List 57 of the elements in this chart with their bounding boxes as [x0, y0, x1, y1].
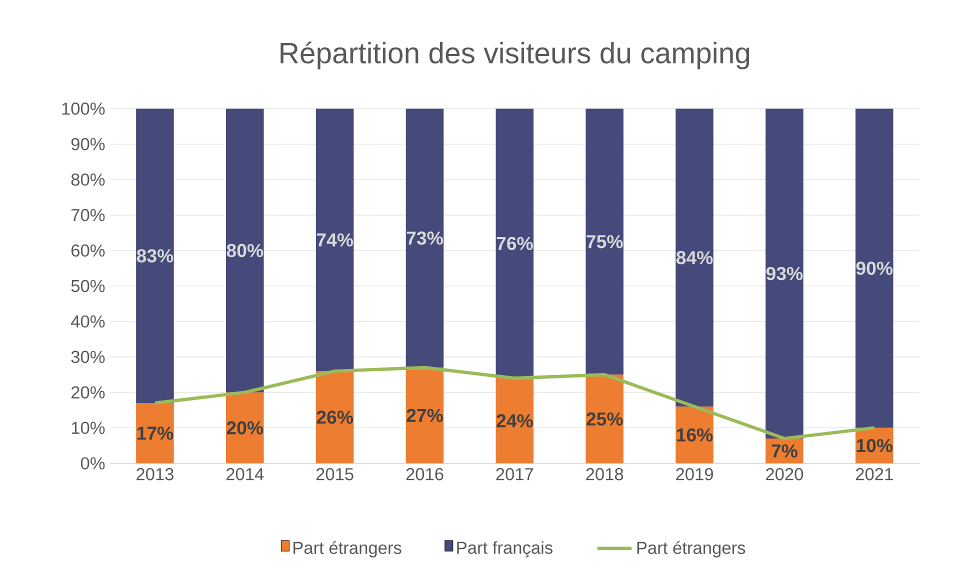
data-label: 24%	[496, 414, 533, 428]
legend-label: Part étrangers	[637, 541, 746, 558]
x-tick-label: 2019	[676, 468, 713, 480]
bar	[586, 108, 624, 375]
legend-label: Part étrangers	[294, 541, 402, 558]
y-tick-label: 50%	[71, 280, 105, 292]
x-tick-label: 2020	[766, 468, 804, 480]
data-label: 83%	[136, 249, 174, 262]
y-tick-label: 70%	[71, 208, 105, 222]
bar	[226, 108, 264, 392]
bar	[316, 371, 354, 464]
bar	[855, 108, 894, 428]
data-label: 20%	[226, 421, 264, 434]
bar	[586, 374, 624, 464]
bar	[316, 108, 354, 372]
x-tick-label: 2014	[226, 468, 264, 480]
x-tick-label: 2021	[856, 468, 893, 480]
x-tick-label: 2016	[406, 468, 444, 480]
y-tick-label: 20%	[71, 386, 105, 399]
y-tick-label: 0%	[80, 457, 105, 470]
x-tick-label: 2013	[136, 468, 174, 480]
bar	[136, 108, 174, 404]
bar	[226, 392, 264, 464]
data-label: 17%	[137, 426, 174, 440]
bar	[496, 378, 534, 464]
y-tick-label: 100%	[62, 102, 105, 115]
data-label: 75%	[586, 235, 623, 248]
data-label: 73%	[406, 231, 443, 245]
bar	[676, 108, 714, 407]
bar	[406, 368, 444, 464]
y-tick-label: 40%	[70, 315, 105, 328]
data-label: 90%	[856, 262, 893, 275]
y-tick-label: 30%	[71, 350, 105, 364]
data-label: 10%	[856, 438, 893, 452]
x-tick-label: 2018	[586, 468, 624, 480]
y-tick-label: 10%	[72, 422, 105, 434]
data-label: 16%	[677, 428, 713, 442]
chart-title: Répartition des visiteurs du camping	[280, 42, 750, 70]
x-tick-label: 2017	[496, 468, 534, 480]
x-tick-label: 2015	[316, 468, 354, 480]
bar	[136, 403, 174, 464]
data-label: 84%	[676, 251, 713, 264]
data-label: 26%	[316, 410, 353, 424]
data-label: 93%	[766, 266, 803, 280]
data-label: 27%	[406, 408, 443, 422]
data-label: 7%	[772, 444, 798, 458]
bar	[496, 108, 534, 378]
bar	[406, 108, 444, 368]
data-label: 25%	[586, 412, 623, 426]
data-label: 76%	[496, 236, 533, 250]
y-tick-label: 80%	[71, 173, 105, 186]
y-tick-label: 90%	[71, 138, 105, 150]
y-tick-label: 60%	[71, 244, 105, 257]
bar	[766, 108, 804, 439]
data-label: 74%	[316, 233, 353, 246]
legend-label: Part français	[457, 541, 552, 558]
data-label: 80%	[226, 244, 264, 258]
